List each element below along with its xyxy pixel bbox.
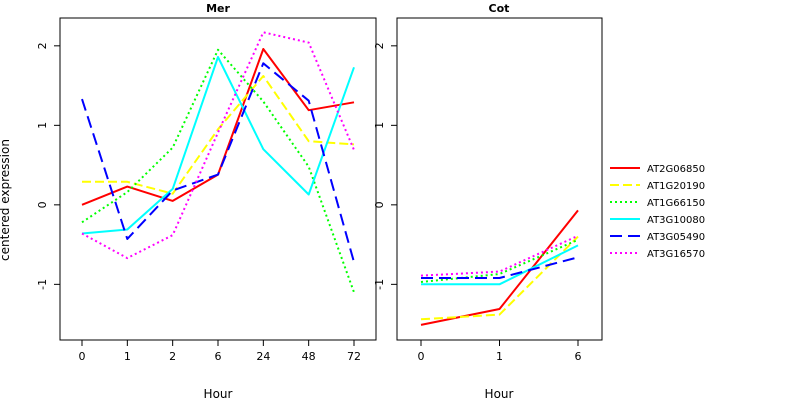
cot-x-tick-label: 6 bbox=[575, 350, 582, 363]
legend-label-at3g16570: AT3G16570 bbox=[647, 249, 705, 260]
legend: AT2G06850 AT1G20190 AT1G66150 AT3G10080 AT3G… bbox=[610, 164, 705, 260]
cot-x-tick-label: 0 bbox=[418, 350, 425, 363]
cot-series-line-at3g16570 bbox=[420, 234, 579, 277]
cot-plot-frame bbox=[396, 17, 603, 341]
cot-series-line-at3g10080 bbox=[421, 244, 579, 286]
mer-series-line-at1g20190 bbox=[82, 75, 355, 195]
cot-series-line-at3g05490 bbox=[421, 256, 579, 279]
mer-x-tick-label: 24 bbox=[256, 350, 270, 363]
mer-y-tick-label: 1 bbox=[36, 122, 49, 129]
mer-x-tick-label: 2 bbox=[169, 350, 176, 363]
mer-y-tick-label: -1 bbox=[36, 279, 49, 290]
mer-panel-title: Mer bbox=[206, 2, 230, 15]
cot-y-tick-label: 0 bbox=[373, 201, 386, 208]
mer-x-tick-label: 6 bbox=[215, 350, 222, 363]
cot-panel-title: Cot bbox=[489, 2, 510, 15]
cot-x-axis-label: Hour bbox=[485, 387, 514, 400]
legend-label-at2g06850: AT2G06850 bbox=[647, 164, 705, 175]
mer-x-tick-label: 48 bbox=[302, 350, 316, 363]
cot-panel: Cot Hour 0 1 6 -1 0 1 2 bbox=[373, 2, 603, 400]
legend-label-at3g10080: AT3G10080 bbox=[647, 215, 705, 226]
legend-label-at1g20190: AT1G20190 bbox=[647, 181, 705, 192]
cot-series-line-at1g66150 bbox=[420, 238, 579, 283]
cot-series-line-at2g06850 bbox=[420, 209, 579, 326]
cot-series-line-at1g20190 bbox=[420, 235, 579, 321]
cot-y-tick-label: 1 bbox=[373, 122, 386, 129]
cot-y-tick-label: 2 bbox=[373, 42, 386, 49]
mer-x-axis-label: Hour bbox=[204, 387, 233, 400]
mer-x-tick-label: 0 bbox=[79, 350, 86, 363]
mer-series-line-at3g16570 bbox=[81, 31, 355, 260]
mer-x-tick-label: 1 bbox=[124, 350, 131, 363]
y-axis-label: centered expression bbox=[0, 139, 12, 261]
mer-y-tick-label: 2 bbox=[36, 42, 49, 49]
mer-series-line-at1g66150 bbox=[81, 48, 355, 293]
mer-panel: Mer Hour 0 1 2 6 24 48 72 -1 0 1 2 bbox=[36, 2, 377, 400]
mer-x-tick-label: 72 bbox=[347, 350, 361, 363]
mer-y-tick-label: 0 bbox=[36, 201, 49, 208]
legend-label-at1g66150: AT1G66150 bbox=[647, 198, 705, 209]
cot-x-tick-label: 1 bbox=[496, 350, 503, 363]
cot-y-tick-label: -1 bbox=[373, 279, 386, 290]
mer-series-line-at3g05490 bbox=[81, 62, 355, 263]
legend-label-at3g05490: AT3G05490 bbox=[647, 232, 705, 243]
mer-series-line-at3g10080 bbox=[81, 56, 355, 235]
